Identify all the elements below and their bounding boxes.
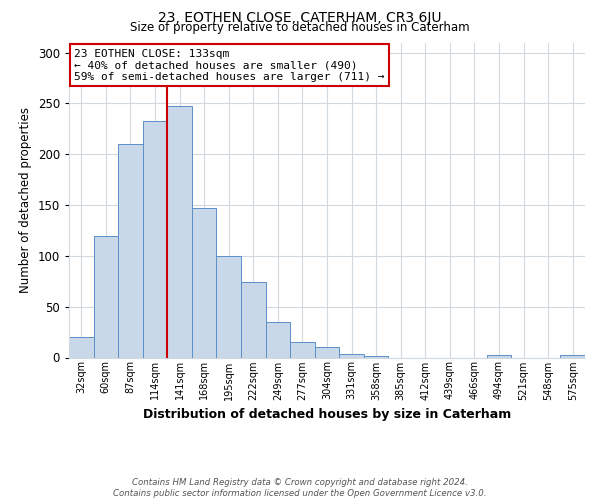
Bar bbox=[364, 356, 388, 358]
X-axis label: Distribution of detached houses by size in Caterham: Distribution of detached houses by size … bbox=[143, 408, 511, 421]
Bar bbox=[315, 348, 339, 358]
Bar bbox=[167, 106, 192, 358]
Bar bbox=[487, 356, 511, 358]
Text: 23, EOTHEN CLOSE, CATERHAM, CR3 6JU: 23, EOTHEN CLOSE, CATERHAM, CR3 6JU bbox=[158, 11, 442, 25]
Bar bbox=[339, 354, 364, 358]
Bar bbox=[143, 120, 167, 358]
Bar bbox=[266, 322, 290, 358]
Bar bbox=[241, 282, 266, 358]
Bar bbox=[560, 356, 585, 358]
Bar bbox=[94, 236, 118, 358]
Text: 23 EOTHEN CLOSE: 133sqm
← 40% of detached houses are smaller (490)
59% of semi-d: 23 EOTHEN CLOSE: 133sqm ← 40% of detache… bbox=[74, 49, 385, 82]
Bar bbox=[192, 208, 217, 358]
Text: Contains HM Land Registry data © Crown copyright and database right 2024.
Contai: Contains HM Land Registry data © Crown c… bbox=[113, 478, 487, 498]
Text: Size of property relative to detached houses in Caterham: Size of property relative to detached ho… bbox=[130, 21, 470, 34]
Bar bbox=[118, 144, 143, 358]
Bar bbox=[69, 337, 94, 357]
Bar bbox=[290, 342, 315, 357]
Bar bbox=[217, 256, 241, 358]
Y-axis label: Number of detached properties: Number of detached properties bbox=[19, 107, 32, 293]
